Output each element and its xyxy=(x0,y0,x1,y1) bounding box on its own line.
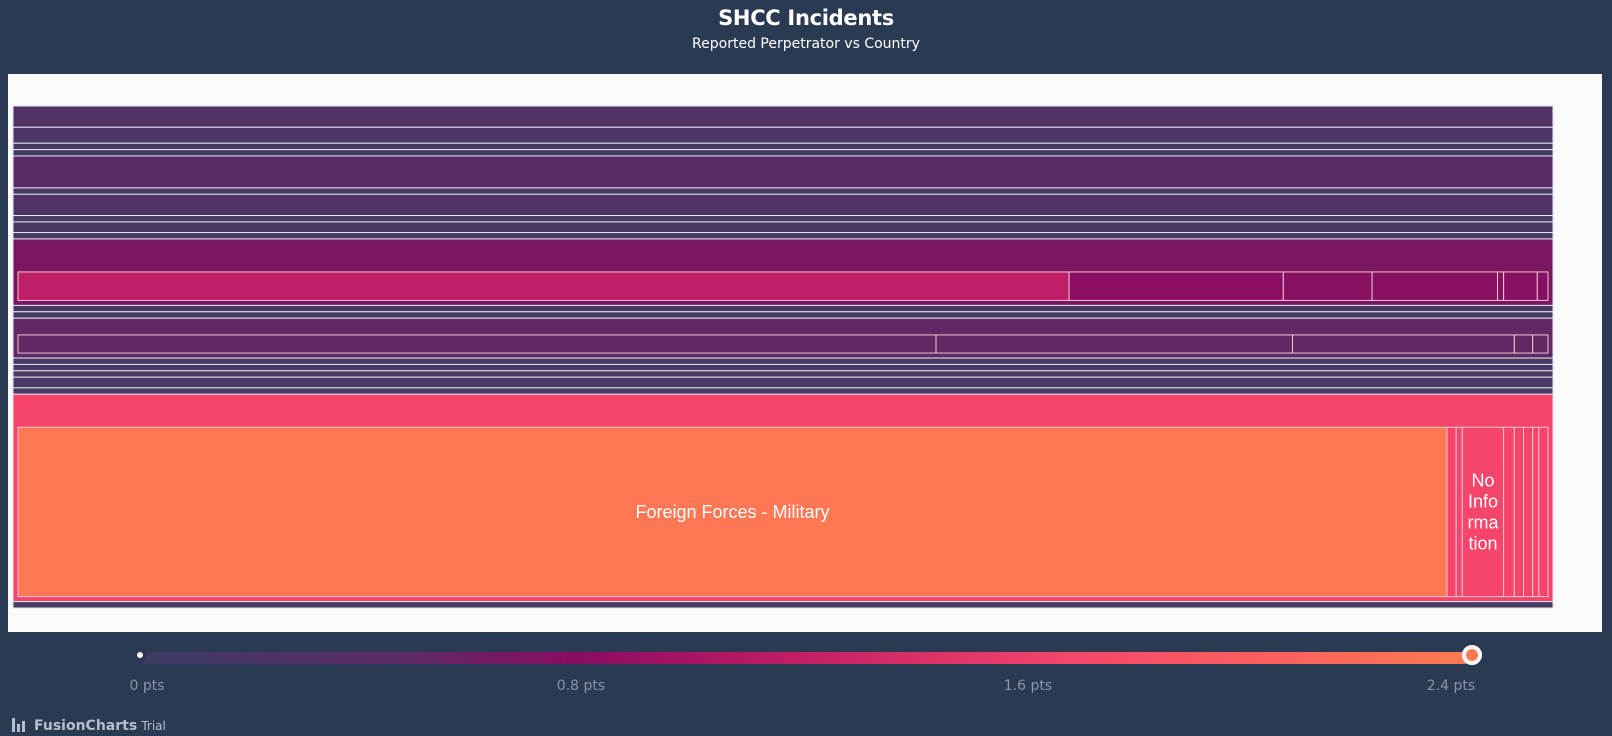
treemap-group-1[interactable] xyxy=(12,126,1554,144)
legend-tick-label: 1.6 pts xyxy=(1003,678,1053,694)
treemap-group-18[interactable] xyxy=(12,387,1554,395)
treemap-cell-label: Foreign Forces - Military xyxy=(635,502,829,522)
treemap-cell-13-3[interactable] xyxy=(1513,334,1534,354)
chart-title: SHCC Incidents xyxy=(718,6,894,30)
treemap-cell-10-6[interactable] xyxy=(1536,271,1549,301)
treemap-cell-label: No xyxy=(1471,470,1494,490)
treemap-cell-13-0[interactable] xyxy=(17,334,937,354)
treemap-group-0[interactable] xyxy=(12,105,1554,128)
treemap-group-4[interactable] xyxy=(12,155,1554,189)
treemap-cell-10-3[interactable] xyxy=(1371,271,1499,301)
treemap-cell-19-3[interactable] xyxy=(1461,426,1505,598)
chart-subtitle: Reported Perpetrator vs Country xyxy=(692,36,920,52)
treemap-group-2[interactable] xyxy=(12,142,1554,151)
treemap-cell-19-1[interactable] xyxy=(1446,426,1457,598)
treemap-cell-label: tion xyxy=(1468,533,1497,553)
treemap-cell-10-4[interactable] xyxy=(1497,271,1505,301)
fusioncharts-logo-icon xyxy=(12,718,28,732)
treemap-group-15[interactable] xyxy=(12,363,1554,372)
treemap-group-5[interactable] xyxy=(12,187,1554,195)
treemap-cell-10-0[interactable] xyxy=(17,271,1070,301)
treemap-group-6[interactable] xyxy=(12,193,1554,217)
legend-min-slider-handle[interactable] xyxy=(133,648,147,662)
legend-tick-label: 0 pts xyxy=(129,678,165,694)
treemap-cell-19-5[interactable] xyxy=(1513,426,1525,598)
watermark-suffix: Trial xyxy=(141,719,166,733)
treemap-group-11[interactable] xyxy=(12,304,1554,313)
treemap-cell-19-2[interactable] xyxy=(1455,426,1463,598)
treemap-cell-13-2[interactable] xyxy=(1291,334,1515,354)
treemap-cell-10-1[interactable] xyxy=(1068,271,1284,301)
treemap-group-12[interactable] xyxy=(12,311,1554,319)
watermark: FusionCharts Trial xyxy=(12,716,166,734)
treemap-cell-13-4[interactable] xyxy=(1532,334,1549,354)
color-legend-gradient xyxy=(140,652,1470,664)
legend-tick-label: 2.4 pts xyxy=(1426,678,1476,694)
treemap-cell-19-4[interactable] xyxy=(1503,426,1515,598)
treemap-group-3[interactable] xyxy=(12,149,1554,157)
treemap-cell-19-6[interactable] xyxy=(1523,426,1534,598)
treemap-group-14[interactable] xyxy=(12,357,1554,365)
legend-tick-label: 0.8 pts xyxy=(556,678,606,694)
treemap-cell-label: Info xyxy=(1468,491,1498,511)
treemap-cell-10-5[interactable] xyxy=(1503,271,1538,301)
treemap-cell-label: rma xyxy=(1467,512,1499,532)
treemap-cell-13-1[interactable] xyxy=(935,334,1293,354)
watermark-brand: FusionCharts xyxy=(34,718,138,734)
legend-max-slider-handle[interactable] xyxy=(1462,645,1482,665)
treemap-group-17[interactable] xyxy=(12,376,1554,389)
treemap-cell-19-7[interactable] xyxy=(1532,426,1540,598)
treemap-cell-19-8[interactable] xyxy=(1538,426,1549,598)
treemap-group-20[interactable] xyxy=(12,601,1554,609)
treemap-group-9[interactable] xyxy=(12,232,1554,240)
treemap-group-16[interactable] xyxy=(12,370,1554,378)
treemap-cell-19-0[interactable] xyxy=(17,426,1448,598)
treemap-group-8[interactable] xyxy=(12,221,1554,234)
treemap-cell-10-2[interactable] xyxy=(1282,271,1373,301)
treemap-group-7[interactable] xyxy=(12,215,1554,223)
